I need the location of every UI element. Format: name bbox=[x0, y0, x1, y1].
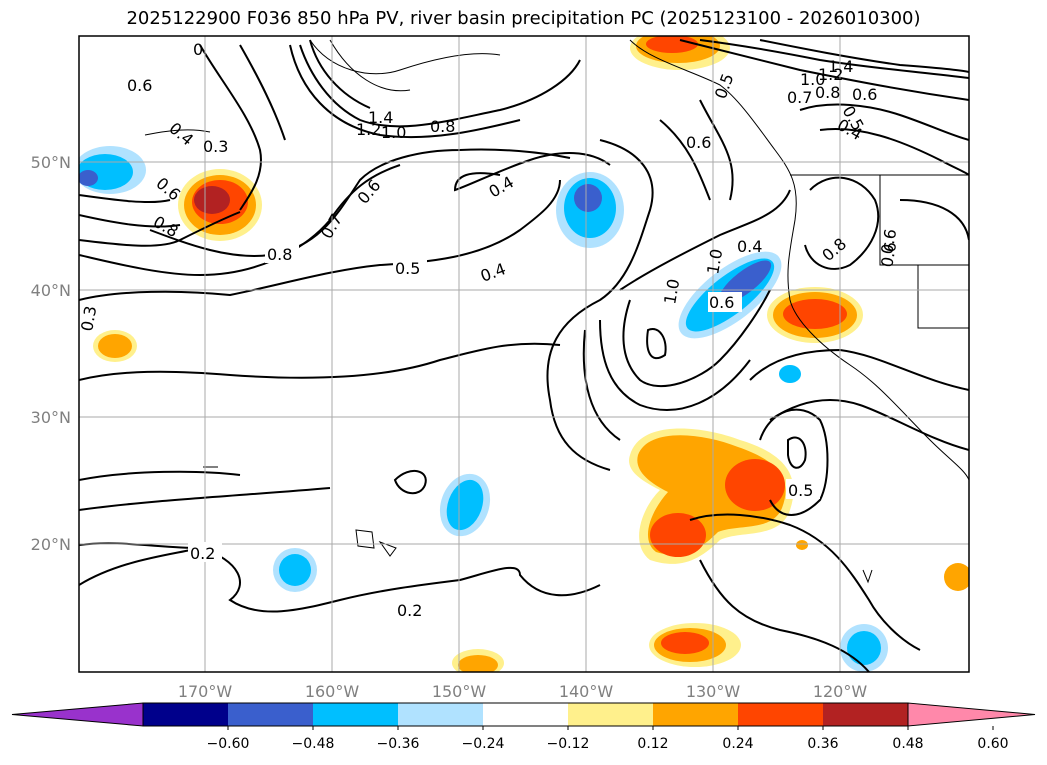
colorbar-segment bbox=[483, 703, 568, 726]
lat-tick-label: 40°N bbox=[31, 281, 71, 300]
colorbar-segment bbox=[228, 703, 313, 726]
lon-tick-label: 130°W bbox=[686, 682, 741, 701]
contour-label: 0.3 bbox=[77, 304, 100, 332]
contour-label: 0.8 bbox=[815, 83, 840, 102]
colorbar-tick-label: −0.36 bbox=[377, 736, 420, 752]
lon-tick-label: 140°W bbox=[559, 682, 614, 701]
lon-tick-label: 150°W bbox=[432, 682, 487, 701]
contour-label: 0.2 bbox=[397, 601, 422, 620]
contour-label: 0.5 bbox=[788, 481, 813, 500]
contour-label: 0.6 bbox=[877, 227, 900, 255]
colorbar-segment bbox=[143, 703, 228, 726]
lon-tick-label: 160°W bbox=[305, 682, 360, 701]
contour-label: 1.2 bbox=[818, 65, 843, 84]
contour-label: 1.0 bbox=[660, 277, 683, 305]
contour-label: 1.0 bbox=[381, 123, 406, 142]
contour-label: 0.3 bbox=[203, 137, 228, 156]
contour-label: 1.4 bbox=[828, 57, 853, 76]
contour-label: 0.7 bbox=[787, 88, 812, 107]
colorbar-tick-label: −0.60 bbox=[207, 736, 250, 752]
colorbar-tick-label: −0.24 bbox=[462, 736, 505, 752]
colorbar-tick-label: 0.48 bbox=[892, 736, 923, 752]
pv-contours bbox=[79, 39, 969, 672]
contour-label: 0.6 bbox=[877, 240, 900, 268]
colorbar-tick-label: 0.36 bbox=[807, 736, 838, 752]
contour-label: 0.5 bbox=[395, 259, 420, 278]
colorbar-tick-label: −0.12 bbox=[547, 736, 590, 752]
contour-label: 1.2 bbox=[356, 120, 381, 139]
lat-tick-label: 20°N bbox=[31, 535, 71, 554]
lon-tick-label: 120°W bbox=[813, 682, 868, 701]
colorbar-tick-label: 0.24 bbox=[722, 736, 753, 752]
contour-label: 0.8 bbox=[430, 117, 455, 136]
map-frame bbox=[78, 35, 970, 673]
coastlines bbox=[144, 39, 969, 584]
contour-label: 0.2 bbox=[190, 544, 215, 563]
colorbar-segment bbox=[568, 703, 653, 726]
contour-label: 0.6 bbox=[852, 85, 877, 104]
colorbar-tick-label: −0.48 bbox=[292, 736, 335, 752]
contour-label: 1.0 bbox=[703, 247, 726, 275]
axis-labels: 170°W 160°W 150°W 140°W 130°W 120°W 50°N… bbox=[31, 153, 868, 701]
lat-tick-label: 50°N bbox=[31, 153, 71, 172]
colorbar-segment bbox=[738, 703, 823, 726]
colorbar-segment bbox=[823, 703, 908, 726]
colorbar-extend-max bbox=[907, 702, 1036, 727]
shaded-anomalies bbox=[79, 36, 969, 672]
lon-tick-label: 170°W bbox=[178, 682, 233, 701]
contour-label: 1.0 bbox=[800, 70, 825, 89]
contour-label: 0.6 bbox=[686, 133, 711, 152]
contour-label: 0.6 bbox=[709, 293, 734, 312]
lat-tick-label: 30°N bbox=[31, 408, 71, 427]
colorbar: −0.60 −0.48 −0.36 −0.24 −0.12 0.12 0.24 0.36 0.4… bbox=[11, 702, 1036, 752]
colorbar-frame bbox=[142, 702, 909, 727]
contour-label: 0 bbox=[193, 40, 203, 59]
colorbar-segment bbox=[313, 703, 398, 726]
plot-title: 2025122900 F036 850 hPa PV, river basin … bbox=[126, 8, 921, 29]
colorbar-tick-label: 0.60 bbox=[977, 736, 1008, 752]
colorbar-extend-min bbox=[11, 702, 144, 727]
contour-label: 1.4 bbox=[368, 108, 393, 127]
contour-label: 0.6 bbox=[127, 76, 152, 95]
colorbar-tick-label: 0.12 bbox=[637, 736, 668, 752]
contour-label: 0.4 bbox=[737, 237, 762, 256]
colorbar-segment bbox=[398, 703, 483, 726]
gridlines bbox=[79, 36, 969, 672]
map-background bbox=[79, 36, 969, 672]
colorbar-segment bbox=[653, 703, 738, 726]
contour-label: 0.8 bbox=[267, 245, 292, 264]
